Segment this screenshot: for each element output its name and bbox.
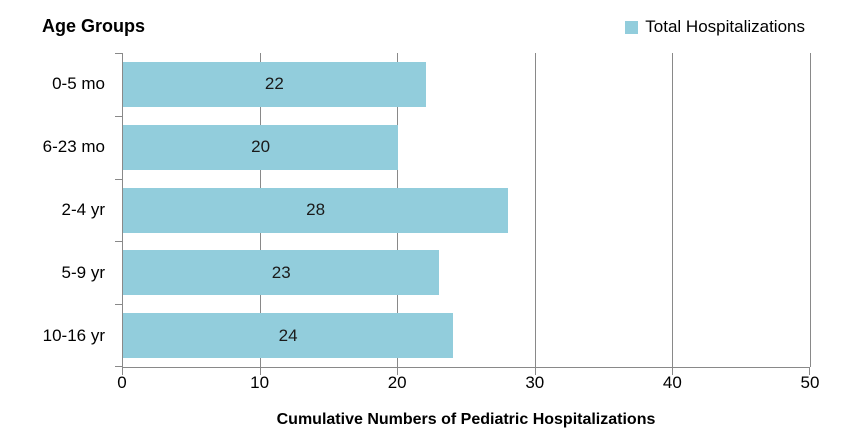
bar-row: 28 <box>123 187 810 233</box>
x-axis-tick-labels: 0 10 20 30 40 50 <box>117 373 819 395</box>
bar-value-label: 28 <box>306 200 326 219</box>
bar-value-label: 20 <box>251 137 271 157</box>
y-axis-tick <box>115 241 122 243</box>
bar: 20 <box>123 124 399 170</box>
x-axis-tick <box>122 368 123 375</box>
category-label: 0-5 mo <box>52 74 105 94</box>
y-axis-tick <box>115 178 122 180</box>
x-tick-label: 0 <box>117 373 127 392</box>
bar: 24 <box>123 313 454 359</box>
bar-value-label: 22 <box>264 74 284 94</box>
category-label: 2-4 yr <box>61 200 105 219</box>
bar: 28 <box>123 187 509 233</box>
legend: Total Hospitalizations <box>625 17 805 37</box>
gridline <box>810 53 811 367</box>
bar-value-label: 23 <box>271 262 291 282</box>
x-axis-tick <box>809 368 810 375</box>
bar-row: 24 <box>123 313 810 359</box>
y-axis-tick <box>115 53 122 54</box>
x-tick-label: 10 <box>250 373 270 392</box>
gridline <box>534 53 536 367</box>
bar: 23 <box>123 250 440 296</box>
x-tick-label: 20 <box>387 373 407 392</box>
x-axis-tick <box>259 368 261 375</box>
legend-swatch-icon <box>625 20 639 34</box>
y-axis-labels: 0-5 mo 6-23 mo 2-4 yr 5-9 yr 10-16 yr <box>0 53 105 367</box>
bar-row: 22 <box>123 61 810 107</box>
chart-title: Age Groups <box>42 16 146 36</box>
category-label: 10-16 yr <box>42 325 105 345</box>
bar-value-label: 24 <box>278 325 298 345</box>
x-axis-line <box>122 367 810 368</box>
x-tick-label: 40 <box>662 373 682 392</box>
category-label: 6-23 mo <box>42 137 105 157</box>
y-axis-line <box>122 53 123 367</box>
y-axis-tick <box>115 304 122 306</box>
x-tick-label: 30 <box>525 373 545 392</box>
y-axis-tick <box>115 115 122 117</box>
x-tick-label: 50 <box>800 373 820 392</box>
bar-row: 23 <box>123 250 810 296</box>
gridline <box>672 53 674 367</box>
category-label: 5-9 yr <box>61 262 105 282</box>
x-axis-title: Cumulative Numbers of Pediatric Hospital… <box>276 411 656 428</box>
x-axis-tick <box>397 368 399 375</box>
y-axis-tick <box>115 366 122 367</box>
bar-row: 20 <box>123 124 810 170</box>
x-axis-tick <box>672 368 674 375</box>
legend-label: Total Hospitalizations <box>645 17 805 36</box>
plot-area: 22 20 28 23 24 <box>115 53 811 375</box>
bar: 22 <box>123 61 426 107</box>
x-axis-tick <box>534 368 536 375</box>
